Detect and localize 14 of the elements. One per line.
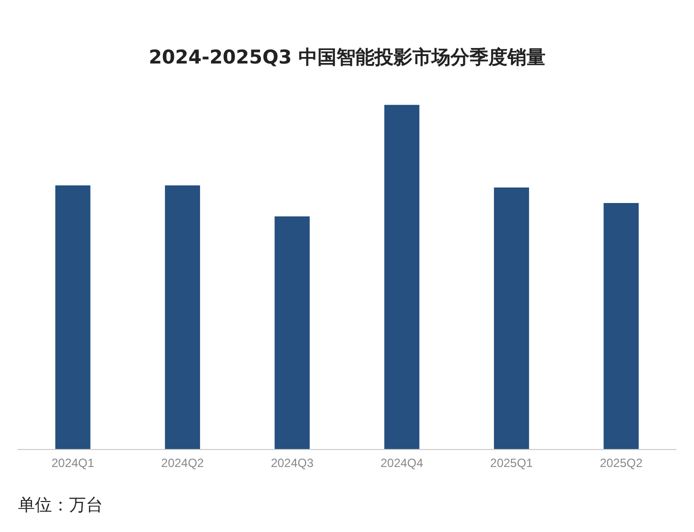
text: 单位：万台: [18, 496, 103, 516]
x-tick-label: 2025Q1: [490, 456, 534, 470]
bar: [604, 202, 639, 449]
bar: [384, 104, 420, 449]
x-tick-label: 2025Q2: [600, 456, 643, 470]
bar: [164, 185, 200, 449]
bar: [494, 187, 530, 449]
bar: [55, 185, 90, 449]
chart-title: 2024-2025Q3 中国智能投影市场分季度销量: [148, 46, 546, 68]
x-tick-label: 2024Q2: [161, 456, 204, 470]
x-tick-label: 2024Q4: [380, 456, 424, 470]
x-tick-label: 2024Q1: [51, 456, 95, 470]
bar: [274, 216, 310, 449]
x-tick-label: 2024Q3: [270, 456, 314, 470]
